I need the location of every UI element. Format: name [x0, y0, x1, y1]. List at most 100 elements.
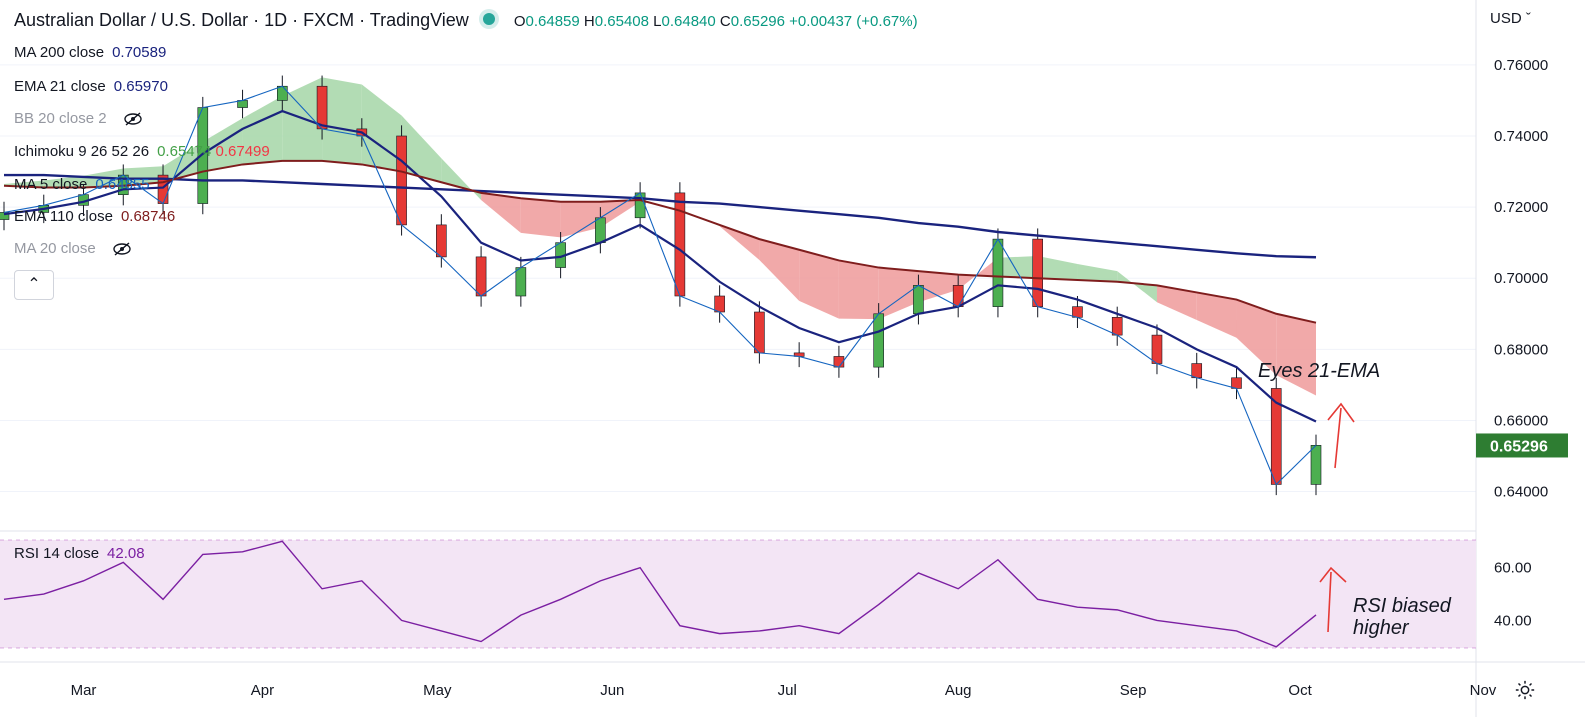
legend-label: MA 20 close	[14, 240, 96, 257]
cloud-segment	[719, 224, 760, 260]
chart-header: Australian Dollar / U.S. Dollar · 1D · F…	[14, 10, 918, 31]
legend-row[interactable]: EMA 21 close 0.65970	[14, 78, 168, 95]
legend-row[interactable]: MA 20 close	[14, 240, 132, 257]
legend-value: 0.68746	[120, 208, 176, 225]
cloud-segment	[1236, 299, 1277, 376]
annotation-rsi-biased: RSI biased higher	[1353, 595, 1452, 639]
ema110-line	[3, 159, 1317, 324]
time-axis[interactable]: Mar Apr May Jun Jul Aug Sep Oct Nov	[71, 682, 1497, 699]
candle-body	[277, 85, 288, 101]
price-tick-label: 0.72000	[1494, 199, 1548, 216]
candle-body	[913, 285, 924, 315]
candle-body	[396, 135, 407, 226]
legend-row[interactable]: MA 5 close 0.64855	[14, 176, 150, 193]
rsi-legend-value: 42.08	[107, 545, 145, 562]
candle-body	[714, 295, 725, 313]
cloud-segment	[43, 175, 84, 188]
legend-row[interactable]: Ichimoku 9 26 52 26 0.65474 0.67499	[14, 143, 270, 160]
candle-body	[1072, 306, 1083, 318]
candle-body	[1191, 363, 1203, 379]
rsi-polyline	[3, 540, 1317, 648]
time-tick-label: Sep	[1120, 682, 1147, 699]
rsi-legend[interactable]: RSI 14 close 42.08	[14, 545, 145, 562]
time-tick-label: Apr	[251, 682, 274, 699]
cloud-segment	[600, 200, 641, 228]
legend-label: MA 200 close	[14, 44, 105, 61]
rsi-tick-label: 60.00	[1494, 560, 1532, 577]
time-tick-label: Jul	[778, 682, 797, 699]
time-tick-label: Aug	[945, 682, 972, 699]
candle-body	[475, 256, 487, 297]
ema21-line	[3, 109, 1317, 423]
cloud-segment	[242, 96, 283, 165]
time-tick-label: May	[423, 682, 452, 699]
candle-body	[952, 285, 964, 307]
candle-body	[674, 192, 686, 297]
ohlc-readout: O0.64859 H0.65408 L0.64840 C0.65296 +0.0…	[513, 13, 918, 30]
candle-body	[1111, 317, 1123, 336]
price-arrow-shaft	[1334, 407, 1342, 469]
price-arrow-head	[1327, 402, 1355, 423]
legend-value: 0.65474	[157, 143, 212, 160]
legend-label: EMA 110 close	[14, 208, 113, 225]
legend-label: BB 20 close 2	[14, 110, 107, 127]
candle-body	[1310, 445, 1322, 485]
price-tick-label: 0.64000	[1494, 484, 1548, 501]
last-price-box	[1476, 433, 1568, 458]
time-tick-label: Nov	[1470, 682, 1497, 699]
price-axis[interactable]: 0.76000 0.74000 0.72000 0.70000 0.68000 0.660…	[1494, 57, 1548, 501]
ma5-line	[3, 85, 1317, 486]
chevron-up-icon: ⌃	[27, 276, 41, 293]
cloud-segment	[1077, 264, 1118, 282]
price-tick-label: 0.76000	[1494, 57, 1548, 74]
candle-body	[595, 217, 606, 243]
currency-selector[interactable]: USD ˇ	[1490, 10, 1531, 27]
price-tick-label: 0.70000	[1494, 270, 1548, 287]
eye-hidden-icon[interactable]	[123, 112, 143, 126]
candle-body	[1231, 377, 1242, 389]
legend-row[interactable]: EMA 110 close 0.68746	[14, 208, 175, 225]
ichimoku-cloud	[4, 77, 1316, 396]
rsi-arrow-shaft	[1327, 571, 1332, 633]
cloud-segment	[401, 115, 442, 183]
legend-row[interactable]: MA 200 close 0.70589	[14, 44, 166, 61]
cloud-segment	[1037, 256, 1078, 280]
candle-body	[873, 313, 884, 368]
cloud-segment	[759, 239, 800, 301]
cloud-segment	[361, 84, 402, 172]
legend-row[interactable]: BB 20 close 2	[14, 110, 143, 127]
time-tick-label: Oct	[1288, 682, 1312, 699]
legend-label: EMA 21 close	[14, 78, 106, 95]
collapse-legend-button[interactable]: ⌃	[14, 270, 54, 300]
candle-body	[1032, 238, 1043, 307]
rsi-arrow-head	[1319, 566, 1347, 583]
symbol-title[interactable]: Australian Dollar / U.S. Dollar · 1D · F…	[14, 10, 469, 30]
cloud-segment	[1117, 271, 1157, 303]
ma200-line	[4, 173, 1317, 259]
chevron-down-icon: ˇ	[1521, 10, 1531, 27]
rsi-axis: 60.00 40.00	[1494, 560, 1532, 630]
cloud-segment	[481, 192, 521, 233]
cloud-segment	[123, 166, 164, 186]
cloud-segment	[838, 260, 879, 320]
time-tick-label: Mar	[71, 682, 97, 699]
annotation-arrows	[1319, 402, 1355, 633]
currency-label: USD	[1490, 10, 1522, 27]
cloud-segment	[799, 249, 839, 319]
last-price-text: 0.65296	[1490, 438, 1548, 455]
cloud-segment	[1276, 313, 1316, 396]
candle-body	[754, 311, 765, 354]
indicator-lines	[3, 85, 1317, 486]
cloud-segment	[163, 141, 203, 183]
price-tick-label: 0.74000	[1494, 128, 1548, 145]
cloud-segment	[322, 77, 362, 165]
cloud-segment	[997, 256, 1038, 279]
rsi-tick-label: 40.00	[1494, 612, 1532, 629]
gear-icon[interactable]	[1514, 679, 1536, 701]
annotation-eyes-ema: Eyes 21-EMA	[1258, 360, 1380, 382]
legend-label: Ichimoku 9 26 52 26	[14, 143, 150, 160]
eye-hidden-icon[interactable]	[112, 242, 132, 256]
market-status-icon	[482, 13, 495, 26]
legend-value-secondary: 0.67499	[211, 143, 270, 160]
